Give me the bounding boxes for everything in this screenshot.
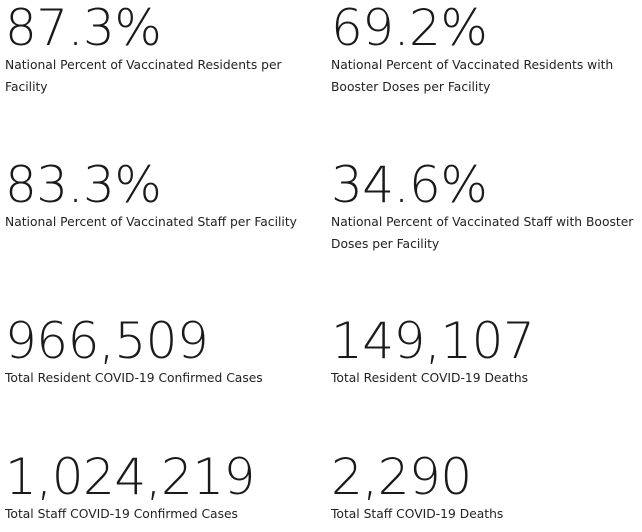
- stat-label: Total Staff COVID-19 Confirmed Cases: [5, 507, 238, 521]
- stat-vaccinated-residents: 87.3% National Percent of Vaccinated Res…: [5, 3, 305, 98]
- stat-label: National Percent of Vaccinated Residents…: [331, 58, 614, 94]
- stat-staff-deaths: 2,290 Total Staff COVID-19 Deaths: [331, 452, 639, 525]
- stat-value: 149,107: [331, 312, 535, 370]
- stat-value: 34.6%: [331, 156, 488, 214]
- stat-value: 69.2%: [331, 0, 488, 57]
- stat-vaccinated-staff-booster: 34.6% National Percent of Vaccinated Sta…: [331, 160, 639, 255]
- stat-label: Total Staff COVID-19 Deaths: [331, 507, 504, 521]
- stat-value: 83.3%: [5, 156, 162, 214]
- stat-staff-cases: 1,024,219 Total Staff COVID-19 Confirmed…: [5, 452, 305, 525]
- stat-value: 1,024,219: [5, 448, 255, 506]
- stat-value: 2,290: [331, 448, 472, 506]
- stat-label: Total Resident COVID-19 Confirmed Cases: [5, 371, 263, 385]
- stat-resident-cases: 966,509 Total Resident COVID-19 Confirme…: [5, 316, 305, 389]
- stat-label: Total Resident COVID-19 Deaths: [331, 371, 529, 385]
- stat-resident-deaths: 149,107 Total Resident COVID-19 Deaths: [331, 316, 639, 389]
- stat-label: National Percent of Vaccinated Staff wit…: [331, 215, 634, 251]
- stat-vaccinated-residents-booster: 69.2% National Percent of Vaccinated Res…: [331, 3, 639, 98]
- stat-label: National Percent of Vaccinated Residents…: [5, 58, 282, 94]
- stat-value: 966,509: [5, 312, 209, 370]
- stat-value: 87.3%: [5, 0, 162, 57]
- stat-vaccinated-staff: 83.3% National Percent of Vaccinated Sta…: [5, 160, 305, 233]
- stat-label: National Percent of Vaccinated Staff per…: [5, 215, 297, 229]
